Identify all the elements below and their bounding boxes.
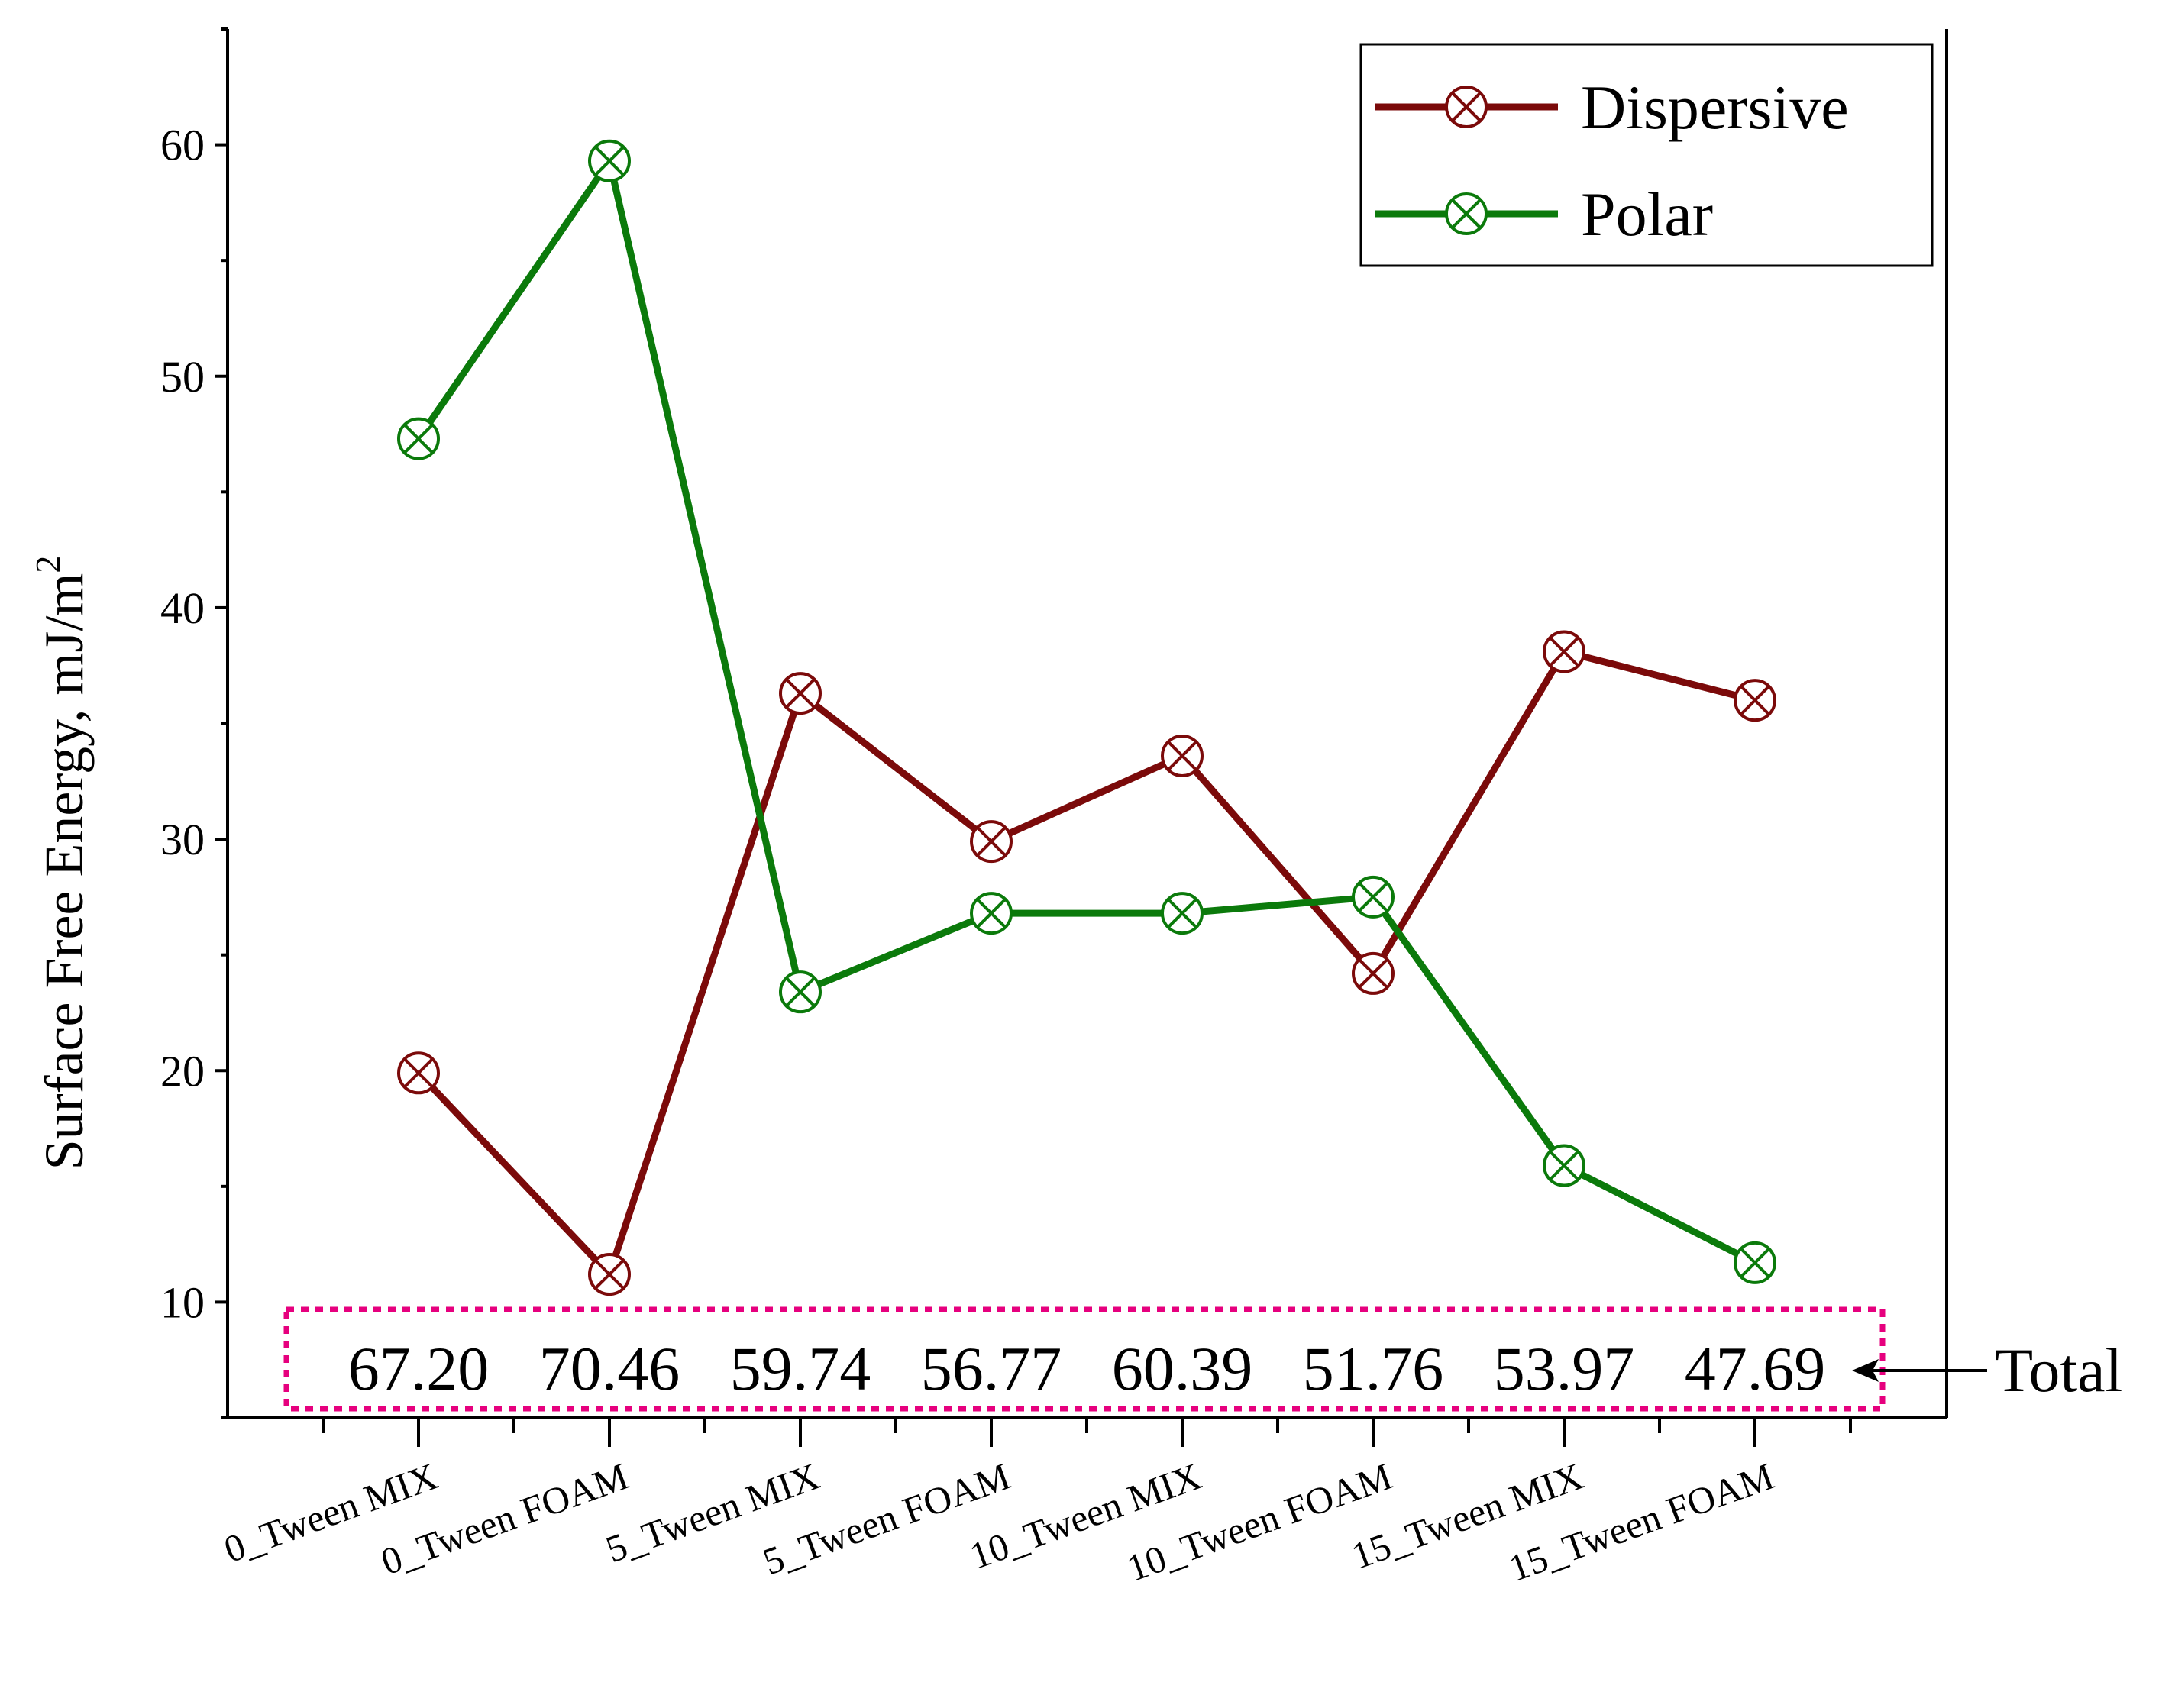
y-tick-label: 60 xyxy=(160,121,205,170)
data-point xyxy=(1445,192,1488,235)
total-value: 59.74 xyxy=(730,1334,871,1403)
y-axis-label-text: Surface Free Energy, mJ/m xyxy=(34,573,95,1170)
series-line xyxy=(415,648,1756,1278)
data-point xyxy=(1445,86,1488,128)
series-group xyxy=(397,139,1776,1296)
data-point xyxy=(397,417,440,460)
total-arrow-head xyxy=(1852,1359,1879,1382)
data-point xyxy=(1161,892,1204,935)
total-value: 51.76 xyxy=(1303,1334,1444,1403)
data-point xyxy=(1734,679,1776,722)
y-axis-ticks: 10 20 30 40 50 60 xyxy=(160,27,228,1419)
y-axis-label: Surface Free Energy, mJ/m2 xyxy=(28,556,95,1170)
y-tick-label: 40 xyxy=(160,583,205,633)
data-point xyxy=(588,139,631,182)
data-point xyxy=(779,672,822,715)
y-tick-label: 20 xyxy=(160,1046,205,1096)
data-point xyxy=(1161,734,1204,777)
y-tick-label: 30 xyxy=(160,815,205,864)
data-point xyxy=(1543,630,1585,673)
data-point xyxy=(397,1051,440,1095)
total-label: Total xyxy=(1995,1335,2122,1405)
data-point xyxy=(1734,1241,1776,1284)
legend-item: Polar xyxy=(1375,179,1713,249)
total-value: 70.46 xyxy=(539,1334,680,1403)
series-dispersive xyxy=(397,630,1776,1296)
data-point xyxy=(1352,951,1395,995)
total-value: 67.20 xyxy=(348,1334,490,1403)
data-point xyxy=(970,892,1013,935)
legend-label: Dispersive xyxy=(1581,73,1849,142)
total-value: 56.77 xyxy=(921,1334,1062,1403)
total-value: 47.69 xyxy=(1685,1334,1826,1403)
y-tick-label: 50 xyxy=(160,352,205,402)
legend-label: Polar xyxy=(1581,179,1713,249)
series-polar xyxy=(397,139,1776,1284)
total-value: 60.39 xyxy=(1112,1334,1253,1403)
data-point xyxy=(1352,875,1395,919)
y-axis-label-superscript: 2 xyxy=(28,556,67,573)
totals-box xyxy=(283,1306,1886,1412)
data-point xyxy=(779,970,822,1014)
data-point xyxy=(1543,1144,1585,1187)
totals-group: 67.20 70.46 59.74 56.77 60.39 51.76 53.97 47.69… xyxy=(283,1306,2122,1412)
legend: Dispersive Polar xyxy=(1359,43,1934,267)
data-point xyxy=(588,1253,631,1296)
legend-item: Dispersive xyxy=(1375,73,1849,142)
data-point xyxy=(970,820,1013,864)
y-tick-label: 10 xyxy=(160,1277,205,1327)
total-value: 53.97 xyxy=(1494,1334,1635,1403)
series-line xyxy=(415,157,1757,1266)
